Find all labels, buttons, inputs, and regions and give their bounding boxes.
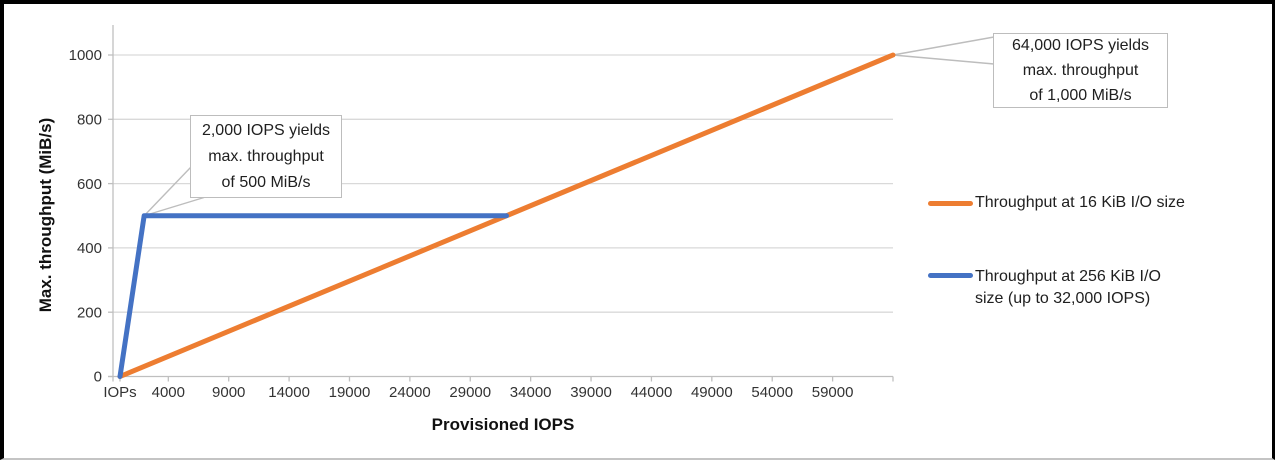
callout-text-line: max. throughput — [208, 147, 324, 165]
y-tick-label: 200 — [77, 304, 102, 321]
callout-text-line: 2,000 IOPS yields — [201, 121, 331, 139]
x-tick-label: 24000 — [389, 384, 431, 401]
legend-label: Throughput at 16 KiB I/O size — [975, 194, 1185, 211]
x-axis-title: Provisioned IOPS — [431, 415, 575, 434]
callout-64000-iops: 64,000 IOPS yields max. throughput of 1,… — [993, 33, 1168, 108]
legend-swatch-256kib — [928, 273, 973, 278]
callout-leader-line — [892, 36, 995, 56]
x-tick-label: 49000 — [691, 384, 733, 401]
callout-leader-line — [143, 196, 205, 217]
x-tick-label: 9000 — [212, 384, 245, 401]
callout-leader-line — [143, 166, 192, 217]
callout-text-line: of 500 MiB/s — [221, 173, 311, 191]
callout-text-line: of 1,000 MiB/s — [1029, 87, 1132, 104]
callout-text-line: 64,000 IOPS yields — [1012, 37, 1149, 54]
x-tick-label: IOPs — [103, 384, 136, 401]
x-tick-label: 19000 — [329, 384, 371, 401]
x-tick-label: 14000 — [268, 384, 310, 401]
x-tick-label: 54000 — [751, 384, 793, 401]
x-tick-label: 34000 — [510, 384, 552, 401]
legend-item-256kib: Throughput at 256 KiB I/O size (up to 32… — [928, 266, 1180, 310]
legend-swatch-16kib — [928, 200, 973, 206]
x-tick-label: 44000 — [631, 384, 673, 401]
callout-leader-line — [892, 54, 995, 65]
series-line-256kib — [117, 213, 509, 379]
y-tick-label: 800 — [77, 112, 102, 129]
x-tick-label: 39000 — [570, 384, 612, 401]
y-tick-label: 600 — [77, 176, 102, 193]
callout-2000-iops: 2,000 IOPS yields max. throughput of 500… — [190, 115, 342, 198]
callout-text-line: max. throughput — [1022, 62, 1139, 79]
legend-item-16kib: Throughput at 16 KiB I/O size — [928, 192, 1185, 214]
x-tick-label: 29000 — [449, 384, 491, 401]
y-tick-label: 0 — [94, 369, 102, 386]
y-tick-label: 400 — [77, 240, 102, 257]
y-tick-label: 1000 — [69, 47, 102, 64]
x-tick-label: 59000 — [812, 384, 854, 401]
x-tick-label: 4000 — [152, 384, 185, 401]
legend-label: Throughput at 256 KiB I/O size (up to 32… — [975, 268, 1161, 307]
